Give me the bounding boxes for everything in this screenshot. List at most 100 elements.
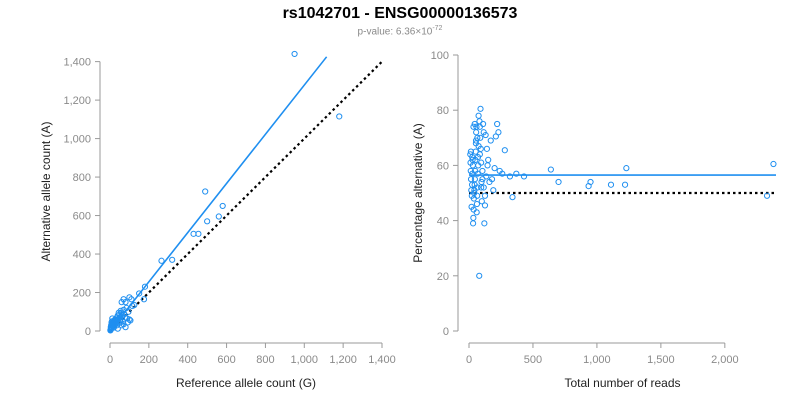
y-tick-label: 0 <box>85 326 91 338</box>
data-point <box>136 290 143 297</box>
data-point <box>126 294 133 301</box>
data-point <box>607 181 615 188</box>
data-point <box>473 200 481 208</box>
data-point <box>480 184 487 191</box>
y-tick-label: 800 <box>73 172 91 184</box>
data-point <box>480 129 487 136</box>
x-tick-label: 800 <box>256 354 274 366</box>
data-point <box>520 173 528 180</box>
y-tick-label: 100 <box>431 50 449 62</box>
data-point <box>467 167 474 175</box>
data-point <box>477 134 484 141</box>
data-point <box>118 312 126 319</box>
data-point <box>202 188 209 195</box>
data-point <box>470 123 477 130</box>
data-point <box>487 137 494 144</box>
data-point <box>109 315 116 322</box>
data-point <box>770 160 777 168</box>
data-point <box>131 301 138 309</box>
data-point <box>478 198 485 205</box>
y-tick-label: 1,000 <box>63 134 91 146</box>
data-point <box>158 257 165 264</box>
data-point <box>107 324 114 331</box>
chart-title: rs1042701 - ENSG00000136573 <box>282 5 518 22</box>
right-scatter-panel: 0 20 40 60 80 100 0 500 1,000 1,500 2,000 Total num… <box>411 50 777 390</box>
x-tick-label: 1,000 <box>291 354 319 366</box>
y-tick-label: 1,400 <box>63 57 91 69</box>
x-tick-label: 1,500 <box>647 354 675 366</box>
data-point <box>491 165 498 172</box>
data-point <box>477 145 484 152</box>
data-point <box>483 145 491 152</box>
data-point <box>336 113 343 120</box>
data-point <box>470 214 477 221</box>
x-tick-label: 2,000 <box>711 354 739 366</box>
data-point <box>484 162 491 169</box>
subtitle-prefix: p-value: 6.36×10 <box>357 26 433 38</box>
data-point <box>621 181 629 188</box>
x-tick-label: 1,000 <box>583 354 611 366</box>
data-point <box>122 299 129 306</box>
data-point <box>469 154 476 161</box>
data-point <box>496 167 503 175</box>
x-tick-label: 500 <box>524 354 542 366</box>
fit-line <box>109 56 328 332</box>
data-point <box>469 220 477 227</box>
data-point <box>127 317 134 324</box>
data-point <box>467 159 474 166</box>
x-tick-label: 0 <box>466 354 472 366</box>
x-axis-title: Reference allele count (G) <box>176 376 316 390</box>
data-point <box>585 183 592 190</box>
data-point <box>481 202 489 209</box>
data-point <box>476 118 483 125</box>
data-point <box>467 176 475 183</box>
y-axis-title: Alternative allele count (A) <box>39 121 53 261</box>
y-tick-label: 200 <box>73 288 91 300</box>
data-point <box>486 178 493 186</box>
data-point <box>475 112 482 119</box>
data-point <box>141 283 149 290</box>
data-point <box>468 203 475 210</box>
data-point <box>485 156 492 163</box>
data-point <box>122 324 129 331</box>
data-point <box>506 173 514 180</box>
data-point <box>477 105 484 112</box>
data-point <box>169 256 176 263</box>
data-point <box>117 319 124 326</box>
data-point <box>490 187 497 194</box>
data-point <box>501 147 508 154</box>
data-point <box>219 202 226 210</box>
data-point <box>467 148 475 155</box>
data-point <box>118 309 125 316</box>
data-point <box>492 133 499 140</box>
data-point <box>126 316 133 323</box>
y-tick-label: 60 <box>437 160 449 172</box>
data-point <box>291 50 298 58</box>
data-point <box>215 213 222 220</box>
data-point <box>555 178 562 186</box>
data-point <box>478 178 485 186</box>
left-scatter-panel: 0 200 400 600 800 1,000 1,200 1,400 0 200 400 600 80… <box>39 50 396 390</box>
data-point <box>481 192 489 199</box>
data-point <box>479 167 486 175</box>
data-point <box>623 165 630 172</box>
x-tick-label: 0 <box>107 354 113 366</box>
data-point <box>483 173 490 180</box>
x-axis-title: Total number of reads <box>564 376 680 390</box>
data-point <box>547 166 554 173</box>
x-tick-label: 1,400 <box>368 354 396 366</box>
x-tick-label: 200 <box>140 354 158 366</box>
x-tick-label: 400 <box>179 354 197 366</box>
x-tick-label: 1,200 <box>329 354 357 366</box>
chart-subtitle: p-value: 6.36×10-72 <box>0 25 800 37</box>
data-point <box>118 299 125 306</box>
y-tick-label: 1,200 <box>63 95 91 107</box>
y-tick-label: 80 <box>437 105 449 117</box>
data-point <box>140 296 148 303</box>
data-point <box>509 194 516 201</box>
y-axis-title: Percentage alternative (A) <box>411 123 425 262</box>
data-point <box>481 220 488 227</box>
y-tick-label: 600 <box>73 211 91 223</box>
data-point <box>494 120 501 128</box>
